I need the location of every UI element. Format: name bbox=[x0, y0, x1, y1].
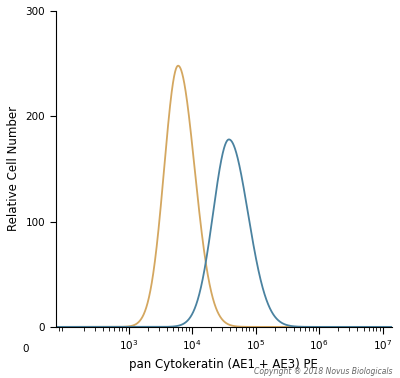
X-axis label: pan Cytokeratin (AE1 + AE3) PE: pan Cytokeratin (AE1 + AE3) PE bbox=[130, 358, 318, 371]
Y-axis label: Relative Cell Number: Relative Cell Number bbox=[7, 106, 20, 231]
Text: Copyright ® 2018 Novus Biologicals: Copyright ® 2018 Novus Biologicals bbox=[254, 367, 392, 376]
Text: 0: 0 bbox=[22, 344, 28, 354]
